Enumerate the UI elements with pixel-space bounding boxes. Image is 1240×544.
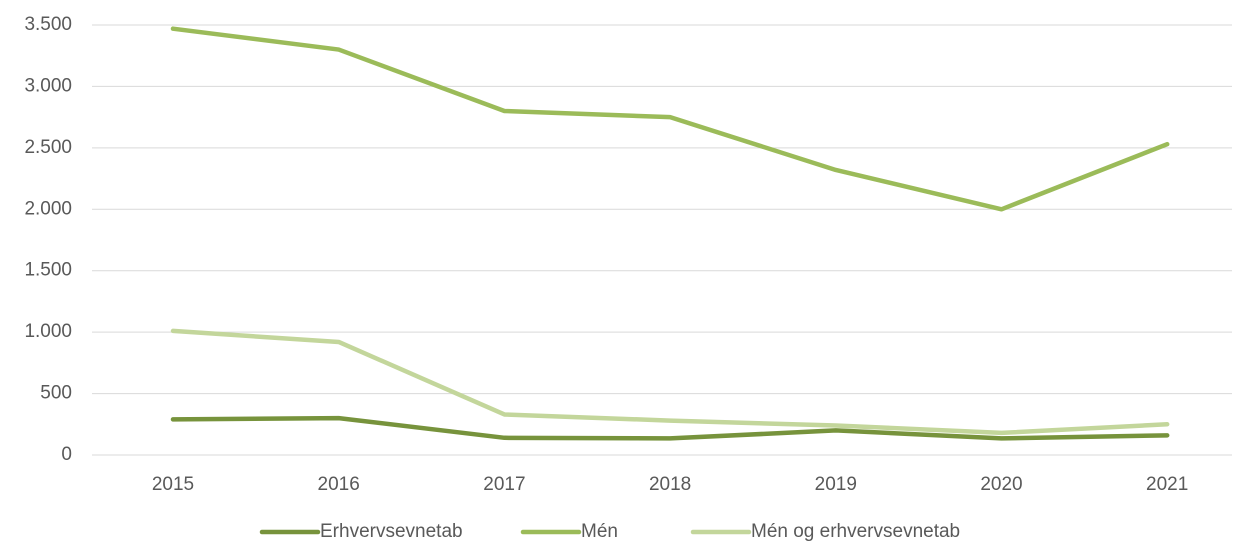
x-tick-label: 2020 [980, 474, 1022, 495]
series-line [170, 328, 1170, 436]
series-line [170, 26, 1170, 212]
legend-label: Mén [581, 521, 618, 542]
y-tick-label: 2.500 [24, 137, 72, 158]
x-tick-label: 2015 [152, 474, 194, 495]
y-tick-label: 3.000 [24, 75, 72, 96]
y-tick-label: 1.500 [24, 260, 72, 281]
y-tick-label: 0 [61, 444, 72, 465]
x-tick-label: 2017 [483, 474, 525, 495]
legend-label: Mén og erhvervsevnetab [751, 521, 960, 542]
x-tick-label: 2016 [318, 474, 360, 495]
y-tick-label: 2.000 [24, 198, 72, 219]
series-line [170, 415, 1170, 441]
y-tick-label: 1.000 [24, 321, 72, 342]
x-tick-label: 2018 [649, 474, 691, 495]
y-tick-label: 3.500 [24, 14, 72, 35]
legend-label: Erhvervsevnetab [320, 521, 463, 542]
x-tick-label: 2019 [815, 474, 857, 495]
x-tick-label: 2021 [1146, 474, 1188, 495]
y-tick-label: 500 [40, 383, 72, 404]
